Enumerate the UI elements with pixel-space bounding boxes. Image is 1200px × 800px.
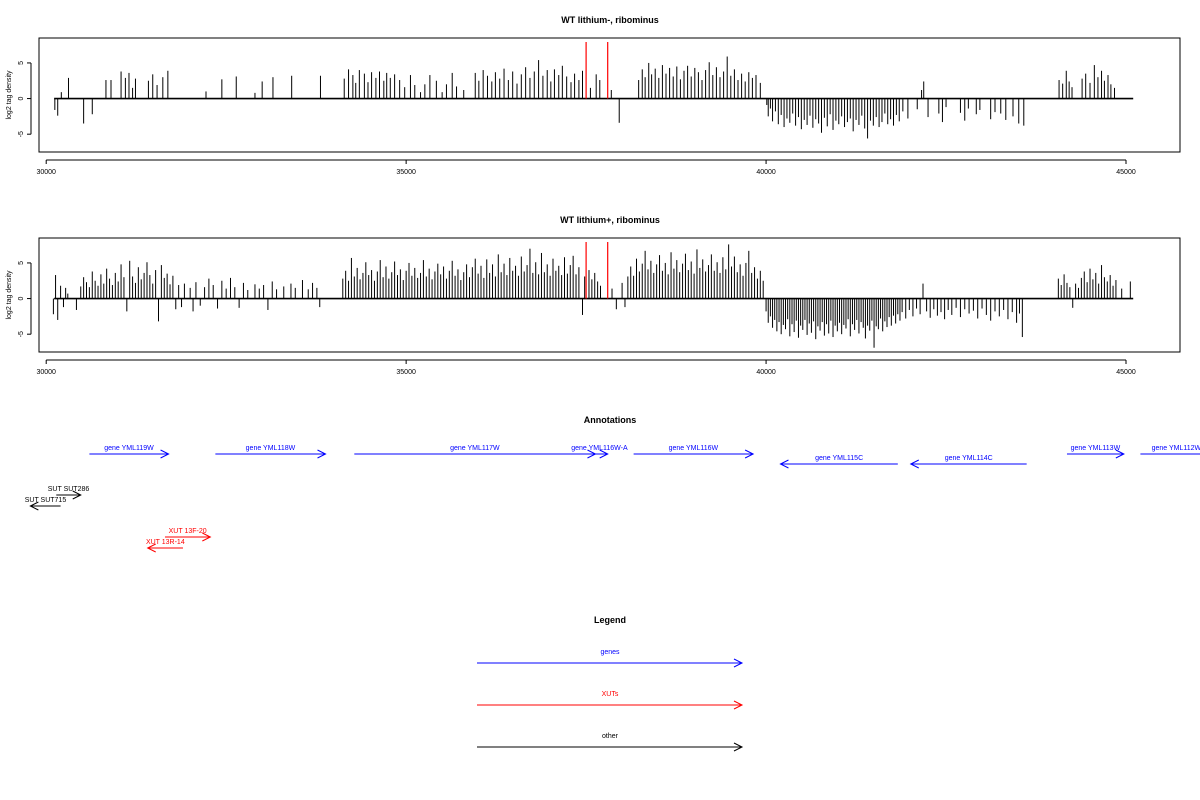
y-tick-label: 0	[18, 97, 25, 101]
annotation-label: gene YML115C	[815, 455, 863, 462]
x-tick-label: 45000	[1116, 169, 1136, 176]
annotation-arrow	[146, 543, 183, 553]
annotation-arrow	[633, 449, 755, 459]
density-bars	[54, 56, 1134, 139]
x-axis: 30000 35000 40000 45000	[36, 359, 1136, 376]
x-tick-label: 45000	[1116, 369, 1136, 376]
y-axis-label: log2 tag density	[6, 70, 13, 120]
annotation-label: gene YML113W	[1071, 445, 1121, 452]
legend-arrow	[477, 658, 744, 668]
legend: Legend genes XUTs other	[477, 615, 744, 752]
annotation-arrow	[215, 449, 327, 459]
annotation-arrow	[591, 449, 609, 459]
annotation-arrow	[909, 459, 1027, 469]
plot-frame	[38, 237, 1181, 353]
annotation-arrow	[1140, 453, 1200, 455]
density-panel-lithium-plus: WT lithium+, ribominus log2 tag density …	[6, 215, 1181, 376]
annotation-label: gene YML116W	[669, 445, 719, 452]
annotation-label: gene YML112W	[1152, 445, 1200, 452]
x-tick-label: 40000	[756, 369, 776, 376]
x-tick-label: 35000	[396, 369, 416, 376]
y-tick-label: 0	[18, 297, 25, 301]
annotations-title: Annotations	[584, 415, 637, 425]
annotation-arrow	[56, 490, 82, 500]
legend-label: other	[602, 733, 619, 740]
density-panel-lithium-minus: WT lithium-, ribominus log2 tag density …	[6, 15, 1181, 176]
legend-label: genes	[600, 649, 620, 656]
y-tick-label: 5	[18, 261, 25, 265]
x-axis: 30000 35000 40000 45000	[36, 159, 1136, 176]
annotation-label: SUT SUT286	[48, 486, 90, 493]
annotation-arrow	[89, 449, 170, 459]
annotation-arrow	[779, 459, 898, 469]
y-tick-label: 5	[18, 61, 25, 65]
legend-arrow	[477, 700, 744, 710]
legend-items: genes XUTs other	[477, 649, 744, 752]
legend-label: XUTs	[602, 691, 619, 698]
annotation-label: XUT 13F-20	[169, 528, 207, 535]
annotations-panel: Annotations gene YML119W gene YML118W gene…	[25, 415, 1200, 553]
annotation-arrow	[29, 501, 61, 511]
annotation-arrow	[1066, 449, 1125, 459]
y-tick-label: -5	[18, 131, 25, 137]
plot-frame	[38, 37, 1181, 153]
marker-lines	[585, 242, 609, 299]
legend-arrow	[477, 742, 744, 752]
x-tick-label: 30000	[36, 369, 56, 376]
annotation-features: gene YML119W gene YML118W gene YML117W gene…	[25, 445, 1200, 553]
y-axis: -5 0 5	[18, 61, 32, 137]
panel-title: WT lithium+, ribominus	[560, 215, 660, 225]
marker-lines	[585, 42, 609, 99]
annotation-label: SUT SUT715	[25, 497, 67, 504]
x-tick-label: 30000	[36, 169, 56, 176]
x-tick-label: 35000	[396, 169, 416, 176]
legend-title: Legend	[594, 615, 626, 625]
y-tick-label: -5	[18, 331, 25, 337]
x-tick-label: 40000	[756, 169, 776, 176]
annotation-label: gene YML119W	[104, 445, 154, 452]
annotation-label: gene YML116W-A	[571, 445, 628, 452]
annotation-arrow	[164, 532, 212, 542]
annotation-label: XUT 13R-14	[146, 539, 185, 546]
annotation-label: gene YML118W	[246, 445, 296, 452]
y-axis: -5 0 5	[18, 261, 32, 337]
annotation-label: gene YML117W	[450, 445, 500, 452]
y-axis-label: log2 tag density	[6, 270, 13, 320]
annotation-label: gene YML114C	[945, 455, 993, 462]
panel-title: WT lithium-, ribominus	[561, 15, 659, 25]
density-bars	[52, 244, 1134, 348]
